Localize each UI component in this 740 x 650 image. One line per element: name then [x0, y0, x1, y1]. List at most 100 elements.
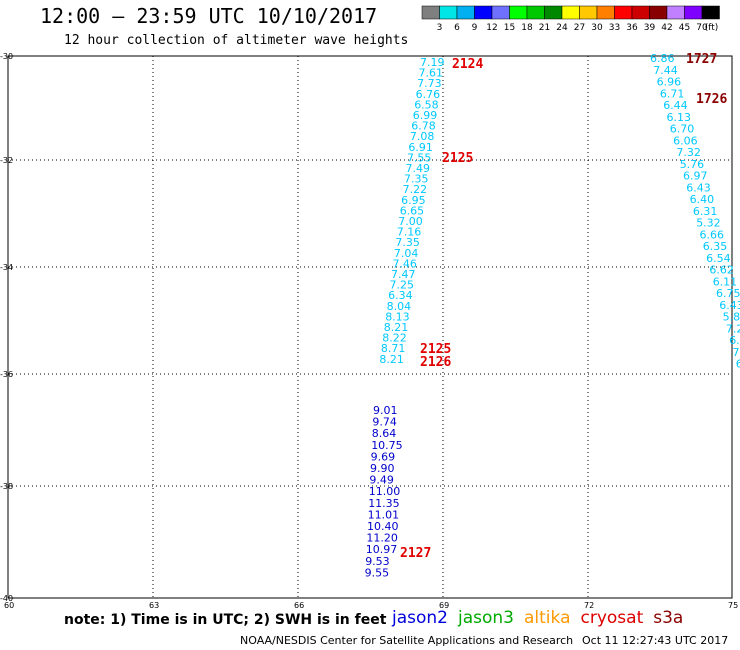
wave-height-value: 6.31 [693, 205, 718, 218]
wave-height-value: 6.86 [650, 52, 675, 65]
longitude-label: 75 [728, 601, 738, 610]
longitude-label: 60 [4, 601, 14, 610]
wave-height-value: 8.21 [379, 353, 404, 366]
legend-tick-label: 6 [454, 23, 460, 33]
wave-height-value: 8.13 [385, 310, 410, 323]
legend-tick-label: (ft) [705, 23, 719, 33]
wave-height-value: 6.95 [401, 194, 426, 207]
wave-height-value: 8.64 [372, 427, 397, 440]
footer-note: note: 1) Time is in UTC; 2) SWH is in fe… [64, 612, 387, 628]
wave-height-value: 9.74 [372, 416, 397, 429]
time-label: 2127 [400, 546, 431, 561]
latitude-label: -38 [0, 482, 13, 491]
satellite-name: altika [524, 608, 571, 628]
time-label: 2124 [452, 57, 483, 72]
wave-height-value: 7.55 [407, 151, 432, 164]
wave-height-value: 7.25 [390, 279, 415, 292]
latitude-label: -36 [0, 370, 13, 379]
legend-tick-label: 27 [574, 23, 585, 33]
wave-height-value: 7.47 [391, 268, 416, 281]
wave-height-value: 6.35 [703, 240, 728, 253]
wave-height-value: 7.49 [406, 162, 431, 175]
time-label: 2125 [442, 151, 473, 166]
wave-height-value: 7.73 [417, 77, 442, 90]
wave-height-value: 6.97 [683, 170, 708, 183]
wave-height-value: 7.00 [398, 215, 423, 228]
time-label: 2125 [420, 342, 451, 357]
wave-height-value: 8.22 [382, 332, 407, 345]
latitude-label: -34 [0, 263, 13, 272]
legend-tick-label: 30 [591, 23, 603, 33]
wave-height-value: 7.35 [404, 173, 429, 186]
wave-height-value: 6.54 [706, 252, 731, 265]
wave-height-value: 6.43 [719, 299, 740, 312]
wave-height-value: 6.70 [670, 123, 695, 136]
wave-height-value: 10.40 [367, 520, 399, 533]
satellite-name: s3a [653, 608, 684, 628]
wave-height-value: 7.2 [726, 322, 740, 335]
wave-height-value: 9.69 [371, 450, 396, 463]
legend-tick-label: 70 [696, 23, 708, 33]
wave-height-value: 7.04 [394, 247, 419, 260]
wave-height-value: 7.32 [676, 146, 701, 159]
time-label: 1726 [696, 92, 727, 107]
wave-height-value: 6.76 [416, 88, 441, 101]
wave-height-value: 6.91 [408, 141, 433, 154]
legend-tick-label: 36 [626, 23, 638, 33]
wave-height-value: 8.04 [387, 300, 412, 313]
wave-height-value: 6.99 [413, 109, 438, 122]
longitude-label: 66 [294, 601, 304, 610]
legend-swatch [701, 5, 720, 20]
legend-tick-label: 21 [539, 23, 550, 33]
satellite-name: jason2 [392, 608, 448, 628]
wave-height-value: 11.35 [368, 497, 400, 510]
wave-height-value: 7.19 [420, 56, 445, 69]
generation-timestamp: Oct 11 12:27:43 UTC 2017 [582, 634, 729, 647]
longitude-label: 69 [439, 601, 449, 610]
legend-tick-label: 9 [472, 23, 478, 33]
wave-height-value: 8.71 [381, 342, 406, 355]
wave-height-value: 6.11 [713, 275, 738, 288]
wave-height-value: 6.75 [716, 287, 740, 300]
wave-height-value: 7.44 [653, 64, 678, 77]
wave-height-value: 6.66 [700, 228, 725, 241]
credit-line: NOAA/NESDIS Center for Satellite Applica… [240, 634, 574, 647]
legend-tick-label: 15 [504, 23, 515, 33]
satellite-legend: jason2 jason3 altika cryosat s3a [392, 608, 693, 628]
wave-height-value: 11.20 [366, 532, 398, 545]
wave-height-value: 10.75 [371, 439, 403, 452]
wave-height-value: 7.22 [403, 183, 428, 196]
map-subtitle: 12 hour collection of altimeter wave hei… [64, 33, 409, 48]
wave-height-value: 6.71 [660, 87, 685, 100]
wave-height-value: 11.01 [368, 508, 400, 521]
color-legend: 3 6 9 12 15 18 21 24 27 30 33 36 39 42 45 70(ft) [421, 5, 720, 33]
wave-height-value: 6.65 [400, 204, 425, 217]
wave-height-value: 6.44 [663, 99, 688, 112]
wave-height-value: 5.8 [723, 311, 740, 324]
legend-tick-label: 45 [679, 23, 690, 33]
wave-height-value: 7.35 [395, 236, 420, 249]
wave-height-value: 6.96 [657, 76, 682, 89]
satellite-name: jason3 [458, 608, 514, 628]
wave-height-value: 8.21 [384, 321, 409, 334]
wave-height-value: 6.62 [709, 264, 734, 277]
wave-height-value: 6.58 [414, 98, 439, 111]
legend-tick-label: 39 [644, 23, 656, 33]
legend-tick-label: 42 [661, 23, 672, 33]
wave-height-value: 9.55 [365, 566, 390, 579]
legend-tick-label: 3 [437, 23, 443, 33]
longitude-label: 72 [584, 601, 594, 610]
wave-height-value: 6.4 [729, 334, 740, 347]
wave-height-value: 7.61 [419, 67, 444, 80]
wave-height-value: 6.06 [673, 134, 698, 147]
satellite-name: cryosat [580, 608, 644, 628]
time-label: 2126 [420, 355, 451, 370]
longitude-label: 63 [149, 601, 159, 610]
wave-height-value: 6 [736, 358, 740, 371]
legend-tick-label: 24 [556, 23, 568, 33]
latitude-label: -40 [0, 594, 13, 603]
wave-height-value: 11.00 [369, 485, 401, 498]
wave-height-value: 5.32 [696, 217, 721, 230]
wave-height-value: 6.40 [690, 193, 715, 206]
